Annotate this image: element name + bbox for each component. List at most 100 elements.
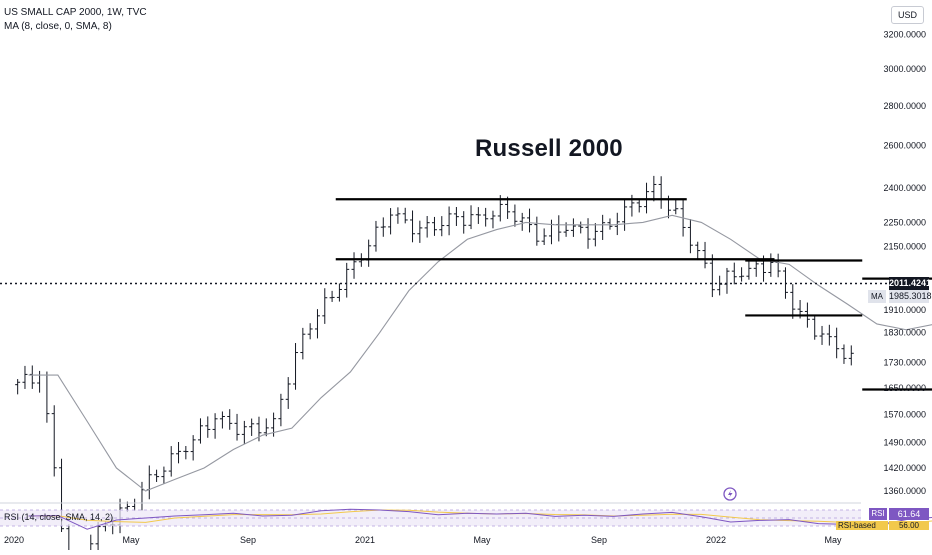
time-tick-label: 2020 bbox=[4, 535, 24, 545]
time-tick-label: 2022 bbox=[706, 535, 726, 545]
time-tick-label: May bbox=[122, 535, 140, 545]
ma-line-layer bbox=[28, 214, 932, 492]
price-bar bbox=[841, 344, 847, 364]
price-bar bbox=[468, 205, 474, 230]
time-axis[interactable]: 2020 May Sep 2021 May Sep 2022 May bbox=[4, 535, 842, 545]
time-tick-label: Sep bbox=[591, 535, 607, 545]
price-bar bbox=[834, 327, 840, 359]
last-price-label: 2011.4241 bbox=[889, 277, 932, 290]
price-bar bbox=[600, 214, 606, 240]
price-axis[interactable]: 3200.0000 3000.0000 2800.0000 2600.0000 2400… bbox=[883, 30, 926, 496]
price-scale-background bbox=[861, 0, 932, 550]
price-bar bbox=[475, 207, 481, 224]
price-bar bbox=[307, 323, 313, 340]
price-bar bbox=[548, 219, 554, 245]
price-bar bbox=[154, 469, 160, 482]
price-bar bbox=[731, 262, 737, 285]
price-bar bbox=[724, 267, 730, 294]
rsi-value-label: 61.64 bbox=[889, 508, 929, 520]
price-tick-label: 1730.0000 bbox=[883, 358, 926, 368]
rsi-tag: RSI bbox=[869, 508, 887, 520]
price-bar bbox=[417, 220, 423, 243]
price-bar bbox=[263, 418, 269, 437]
price-bar bbox=[37, 370, 43, 393]
time-tick-label: May bbox=[473, 535, 491, 545]
rsi-based-ma-tag: RSI-based MA bbox=[836, 521, 888, 530]
price-bar bbox=[190, 435, 196, 461]
ma-line bbox=[28, 214, 932, 492]
price-bar bbox=[651, 175, 657, 202]
price-bar bbox=[746, 259, 752, 280]
price-bar bbox=[534, 216, 540, 246]
price-bar bbox=[717, 275, 723, 296]
price-bar bbox=[249, 418, 255, 436]
ma-legend[interactable]: MA (8, close, 0, SMA, 8) bbox=[4, 21, 112, 32]
rsi-legend[interactable]: RSI (14, close, SMA, 14, 2) bbox=[4, 512, 114, 522]
price-tick-label: 1570.0000 bbox=[883, 409, 926, 419]
price-bar bbox=[410, 210, 416, 243]
price-tick-label: 1360.0000 bbox=[883, 486, 926, 496]
price-tick-label: 2800.0000 bbox=[883, 101, 926, 111]
price-bar bbox=[614, 212, 620, 236]
price-bar bbox=[51, 405, 57, 477]
price-bars bbox=[15, 175, 854, 555]
price-bar bbox=[607, 218, 613, 230]
price-bar bbox=[490, 210, 496, 229]
price-bar bbox=[753, 260, 759, 277]
price-bar bbox=[636, 198, 642, 213]
price-bar bbox=[592, 223, 598, 247]
price-bar bbox=[570, 218, 576, 237]
price-bar bbox=[826, 324, 832, 346]
price-bar bbox=[29, 365, 35, 389]
price-tick-label: 3200.0000 bbox=[883, 30, 926, 40]
price-bar bbox=[278, 393, 284, 427]
price-bar bbox=[168, 446, 174, 477]
time-tick-label: Sep bbox=[240, 535, 256, 545]
price-bar bbox=[629, 194, 635, 217]
price-tick-label: 2250.0000 bbox=[883, 217, 926, 227]
price-bar bbox=[424, 216, 430, 238]
symbol-legend[interactable]: US SMALL CAP 2000, 1W, TVC bbox=[4, 7, 147, 18]
price-bar bbox=[285, 377, 291, 409]
alert-icon[interactable] bbox=[723, 487, 737, 501]
price-bar bbox=[556, 215, 562, 242]
price-bar bbox=[644, 182, 650, 214]
price-tick-label: 2150.0000 bbox=[883, 242, 926, 252]
price-bar bbox=[44, 371, 50, 423]
chart-annotation-title: Russell 2000 bbox=[475, 135, 623, 162]
price-bar bbox=[512, 204, 518, 227]
price-bar bbox=[161, 466, 167, 484]
price-bar bbox=[95, 521, 101, 551]
price-bar bbox=[622, 198, 628, 231]
price-bar bbox=[461, 211, 467, 234]
price-bar bbox=[673, 199, 679, 215]
rsi-based-ma-value: 56.00 bbox=[889, 521, 929, 530]
price-bar bbox=[234, 413, 240, 441]
price-bar bbox=[402, 207, 408, 224]
price-bar bbox=[22, 365, 28, 389]
time-tick-label: 2021 bbox=[355, 535, 375, 545]
time-tick-label: May bbox=[824, 535, 842, 545]
price-bar bbox=[176, 442, 182, 464]
price-bar bbox=[373, 220, 379, 252]
support-resistance-levels bbox=[335, 198, 932, 391]
price-tick-label: 2600.0000 bbox=[883, 140, 926, 150]
price-bar bbox=[768, 253, 774, 277]
price-tick-label: 1650.0000 bbox=[883, 383, 926, 393]
price-bar bbox=[585, 218, 591, 249]
price-bar bbox=[388, 208, 394, 235]
price-bar bbox=[848, 345, 854, 366]
currency-selector[interactable]: USD bbox=[890, 6, 924, 24]
price-bar bbox=[687, 219, 693, 254]
price-tick-label: 1420.0000 bbox=[883, 463, 926, 473]
price-bar bbox=[300, 327, 306, 360]
price-bar bbox=[322, 288, 328, 324]
price-bar bbox=[395, 207, 401, 224]
price-bar bbox=[212, 413, 218, 439]
price-bar bbox=[541, 228, 547, 245]
price-bar bbox=[293, 343, 299, 390]
price-bar bbox=[366, 239, 372, 267]
price-bar bbox=[578, 221, 584, 234]
